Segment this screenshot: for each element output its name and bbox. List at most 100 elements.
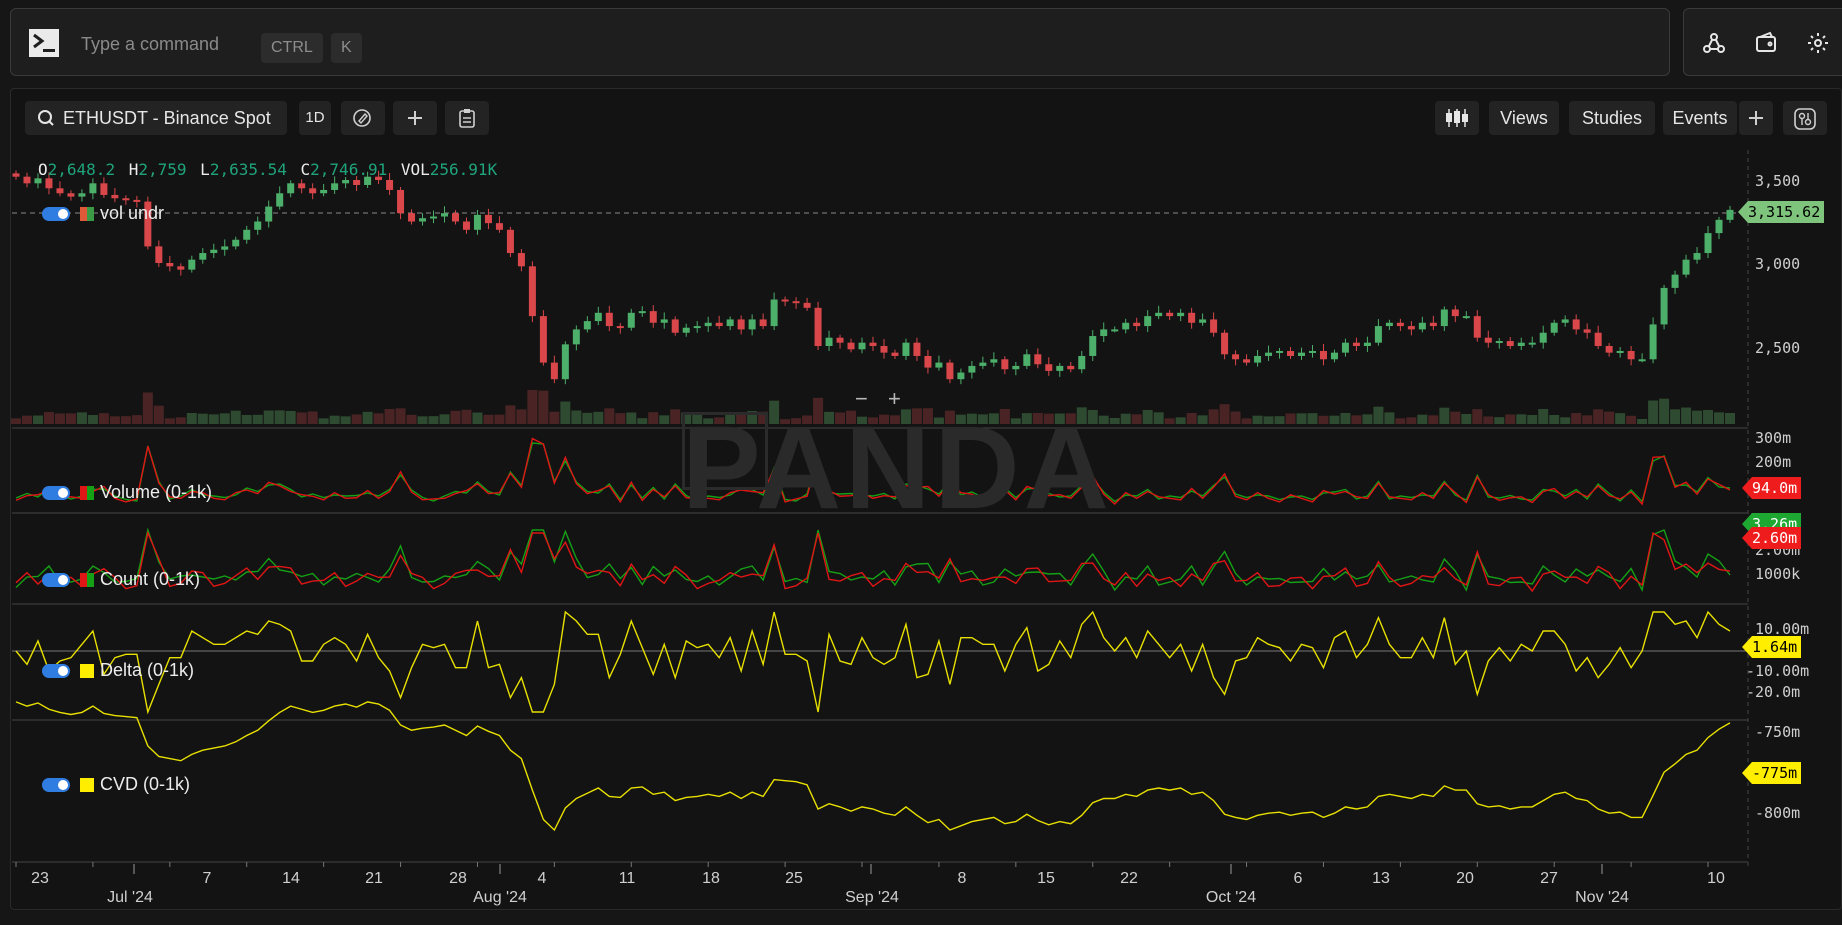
x-day-label: 23 xyxy=(31,870,49,887)
volume-underlay-bar xyxy=(549,411,560,424)
volume-underlay-bar xyxy=(1021,413,1032,424)
draw-tool-button[interactable] xyxy=(341,101,385,135)
volume-underlay-bar xyxy=(1406,417,1417,424)
high-value: 2,759 xyxy=(138,160,187,179)
zoom-out-button[interactable]: − xyxy=(855,386,868,411)
chart-type-button[interactable] xyxy=(1435,101,1479,135)
study-color-swatch xyxy=(80,207,94,222)
candle-body xyxy=(23,176,31,184)
top-icon-bar xyxy=(1683,8,1842,76)
candle-body xyxy=(1363,342,1371,346)
volume-underlay-bar xyxy=(637,418,648,424)
candle-body xyxy=(495,223,503,230)
x-day-label: 14 xyxy=(282,870,300,887)
volume-underlay-bar xyxy=(483,414,494,424)
open-value: 2,648.2 xyxy=(47,160,116,179)
cvd-study-line xyxy=(15,701,1731,832)
study-toggle[interactable] xyxy=(42,486,70,501)
interval-button[interactable]: 1D xyxy=(299,101,331,135)
symbol-search[interactable]: ETHUSDT - Binance Spot xyxy=(25,101,287,135)
candle-body xyxy=(847,342,855,350)
candle-body xyxy=(814,307,822,346)
candle-body xyxy=(594,312,602,322)
candle-body xyxy=(441,213,448,217)
candle-body xyxy=(792,301,800,304)
volume-underlay-bar xyxy=(362,411,373,424)
watermark-logo-icon xyxy=(682,412,768,490)
x-day-label: 20 xyxy=(1456,870,1474,887)
x-day-label: 28 xyxy=(449,870,467,887)
studies-button[interactable]: Studies xyxy=(1569,101,1655,135)
add-button[interactable] xyxy=(393,101,437,135)
volume-study-lines xyxy=(15,437,1731,506)
volume-underlay-bar xyxy=(219,413,230,424)
candle-body xyxy=(1298,352,1305,356)
events-button[interactable]: Events xyxy=(1663,101,1737,135)
add-event-button[interactable] xyxy=(1739,101,1773,135)
volume-underlay-bar xyxy=(373,413,384,424)
command-input[interactable] xyxy=(81,31,681,57)
candle-body xyxy=(1418,322,1426,330)
study-cvd: CVD (0-1k) xyxy=(42,772,190,796)
volume-underlay-bar xyxy=(560,401,571,424)
candle-body xyxy=(1682,259,1690,275)
volume-underlay-bar xyxy=(65,413,76,424)
volume-underlay-bar xyxy=(1219,404,1230,424)
volume-underlay-bar xyxy=(1252,415,1263,424)
study-toggle[interactable] xyxy=(42,664,70,679)
candle-body xyxy=(550,362,558,380)
study-count: Count (0-1k) xyxy=(42,567,200,591)
candle-body xyxy=(34,178,42,184)
price-last-badge: 3,315.62 xyxy=(1738,201,1825,223)
study-toggle[interactable] xyxy=(42,573,70,588)
clipboard-button[interactable] xyxy=(445,101,489,135)
settings-gear-icon[interactable] xyxy=(1806,31,1830,55)
candle-body xyxy=(287,183,295,194)
study-toggle[interactable] xyxy=(42,778,70,793)
candle-body xyxy=(528,266,536,317)
volume-underlay-bar xyxy=(846,410,857,424)
candle-body xyxy=(693,326,701,329)
candle-body xyxy=(1616,350,1624,353)
study-label: Count (0-1k) xyxy=(100,569,201,589)
candle-body xyxy=(957,372,965,380)
volume-underlay-bar xyxy=(1703,410,1714,424)
close-label: C xyxy=(300,160,311,179)
volume-underlay-bar xyxy=(1483,416,1494,424)
cvd-axis-label: -750m xyxy=(1755,723,1801,741)
candle-body xyxy=(858,342,866,350)
study-toggle[interactable] xyxy=(42,207,70,222)
layout-settings-icon xyxy=(1794,108,1816,130)
candle-body xyxy=(726,319,734,327)
study-volume: Volume (0-1k) xyxy=(42,480,212,504)
delta-axis-label: -10.00m xyxy=(1746,662,1810,680)
time-axis xyxy=(15,862,1709,867)
candle-body xyxy=(1605,346,1613,353)
volume-underlay-bar xyxy=(835,412,846,424)
volume-underlay-bar xyxy=(1142,410,1153,424)
delta-line xyxy=(15,610,1731,715)
share-network-icon[interactable] xyxy=(1702,31,1726,55)
candle-body xyxy=(660,319,668,323)
zoom-in-button[interactable]: + xyxy=(887,386,901,411)
volume-underlay-bar xyxy=(472,412,483,424)
candle-body xyxy=(517,253,525,267)
study-delta: Delta (0-1k) xyxy=(42,658,194,682)
candle-body xyxy=(1352,342,1360,346)
volume-underlay-bar xyxy=(791,418,802,424)
candle-body xyxy=(836,337,844,343)
wallet-icon[interactable] xyxy=(1754,31,1778,55)
volume-underlay-bar xyxy=(208,414,219,424)
views-button[interactable]: Views xyxy=(1489,101,1559,135)
volume-underlay-bar xyxy=(527,390,538,424)
volume-underlay-bar xyxy=(21,415,32,424)
x-day-label: 10 xyxy=(1707,870,1725,887)
layout-settings-button[interactable] xyxy=(1783,101,1827,135)
volume-underlay-bar xyxy=(780,419,791,424)
volume-underlay-bar xyxy=(977,414,988,424)
volume-underlay-bar xyxy=(76,412,87,424)
volume-underlay-bar xyxy=(1010,418,1021,424)
volume-last-badge: 94.0m xyxy=(1742,477,1802,499)
candle-body xyxy=(583,321,591,330)
